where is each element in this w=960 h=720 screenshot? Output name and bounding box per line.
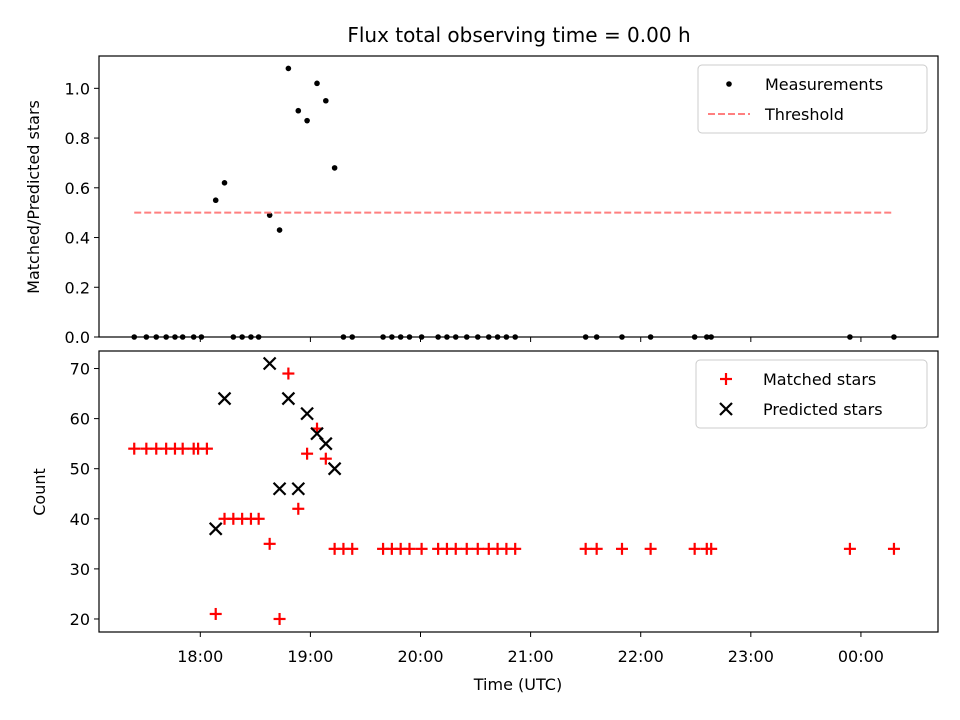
matched-stars-point	[282, 367, 295, 380]
ratio-y-tick-label: 0.6	[65, 179, 90, 198]
counts-y-tick-label: 30	[70, 560, 90, 579]
x-tick-label: 21:00	[508, 647, 554, 666]
measurement-point	[304, 117, 310, 124]
matched-stars-point	[688, 542, 701, 555]
predicted-stars-point	[208, 522, 223, 536]
ratio-y-ticks: 0.0 0.2 0.4 0.6 0.8 1.0	[65, 79, 99, 347]
counts-y-tick-label: 20	[70, 610, 90, 629]
matched-stars-point	[449, 542, 462, 555]
matched-stars-point	[887, 542, 900, 555]
predicted-stars-point	[327, 461, 342, 476]
matched-stars-point	[263, 537, 276, 550]
matched-stars-point	[471, 542, 484, 555]
x-tick-label: 18:00	[177, 647, 223, 666]
chart-title: Flux total observing time = 0.00 h	[347, 23, 690, 47]
legend-matched-label: Matched stars	[763, 370, 876, 389]
matched-stars-point	[579, 542, 592, 555]
counts-y-tick-label: 50	[70, 460, 90, 479]
counts-marks	[128, 356, 900, 625]
measurement-point	[276, 227, 283, 233]
counts-y-tick-label: 60	[70, 410, 90, 429]
matched-stars-point	[319, 452, 332, 465]
predicted-stars-point	[281, 391, 296, 406]
counts-y-tick-label: 40	[70, 510, 90, 529]
ratio-y-tick-label: 0.0	[65, 328, 90, 347]
counts-y-tick-label: 70	[70, 360, 90, 379]
matched-stars-point	[590, 542, 603, 555]
ratio-y-tick-label: 1.0	[65, 79, 90, 98]
counts-axes-frame	[98, 350, 939, 633]
matched-stars-point	[644, 542, 657, 555]
x-tick-label: 23:00	[728, 647, 774, 666]
ratio-y-tick-label: 0.4	[65, 229, 90, 248]
matched-stars-point	[252, 512, 265, 525]
x-tick-label: 22:00	[618, 647, 664, 666]
counts-y-axis-label: Count	[30, 468, 49, 516]
ratio-y-tick-label: 0.8	[65, 129, 90, 148]
ratio-legend: Measurements Threshold	[697, 64, 928, 134]
counts-y-ticks: 20 30 40 50 60 70	[70, 360, 99, 629]
ratio-y-tick-label: 0.2	[65, 278, 90, 297]
matched-stars-point	[209, 607, 222, 620]
legend-threshold-label: Threshold	[764, 105, 844, 124]
matched-stars-point	[128, 442, 141, 455]
measurement-point	[314, 80, 320, 87]
counts-panel: 20 30 40 50 60 70 18:00 19:00 20:00 21:00 22:00 23…	[30, 350, 939, 694]
matched-stars-point	[843, 542, 856, 555]
matched-stars-point	[460, 542, 473, 555]
legend-measurements-label: Measurements	[765, 75, 883, 94]
legend-matched-marker	[720, 373, 732, 385]
measurement-point	[295, 107, 302, 114]
measurement-point	[323, 97, 329, 104]
ratio-y-axis-label: Matched/Predicted stars	[24, 100, 43, 294]
predicted-stars-point	[291, 481, 306, 496]
predicted-stars-point	[319, 436, 333, 451]
counts-legend-box	[695, 359, 928, 429]
matched-stars-point	[705, 542, 718, 555]
matched-stars-point	[415, 542, 428, 555]
counts-x-ticks: 18:00 19:00 20:00 21:00 22:00 23:00 00:00	[177, 632, 884, 666]
x-axis-label: Time (UTC)	[473, 675, 562, 694]
predicted-stars-point	[272, 481, 287, 496]
x-tick-label: 20:00	[397, 647, 443, 666]
legend-predicted-label: Predicted stars	[763, 400, 883, 419]
counts-legend: Matched stars Predicted stars	[695, 359, 928, 429]
legend-measurements-marker	[726, 81, 732, 87]
measurement-point	[266, 212, 273, 218]
predicted-stars-point	[300, 406, 314, 421]
matched-stars-point	[292, 502, 305, 515]
ratio-panel: 0.0 0.2 0.4 0.6 0.8 1.0 Matched/Predicted sta…	[24, 55, 939, 347]
x-tick-label: 19:00	[287, 647, 333, 666]
predicted-stars-point	[262, 356, 277, 371]
matched-stars-point	[615, 542, 628, 555]
x-tick-label: 00:00	[838, 647, 884, 666]
matched-stars-point	[200, 442, 213, 455]
ratio-legend-box	[697, 64, 928, 134]
ratio-x-ticks	[199, 337, 862, 342]
predicted-stars-point	[217, 391, 232, 406]
measurement-point	[331, 165, 338, 171]
matched-stars-point	[301, 447, 314, 460]
matched-stars-point	[273, 612, 286, 625]
matched-stars-point	[509, 542, 522, 555]
measurement-point	[285, 65, 292, 72]
ratio-axes-frame	[98, 55, 939, 338]
matched-stars-point	[403, 542, 416, 555]
matched-stars-point	[176, 442, 189, 455]
measurement-point	[212, 197, 219, 204]
measurement-point	[221, 180, 228, 186]
matched-stars-point	[346, 542, 359, 555]
legend-predicted-marker	[719, 402, 733, 416]
